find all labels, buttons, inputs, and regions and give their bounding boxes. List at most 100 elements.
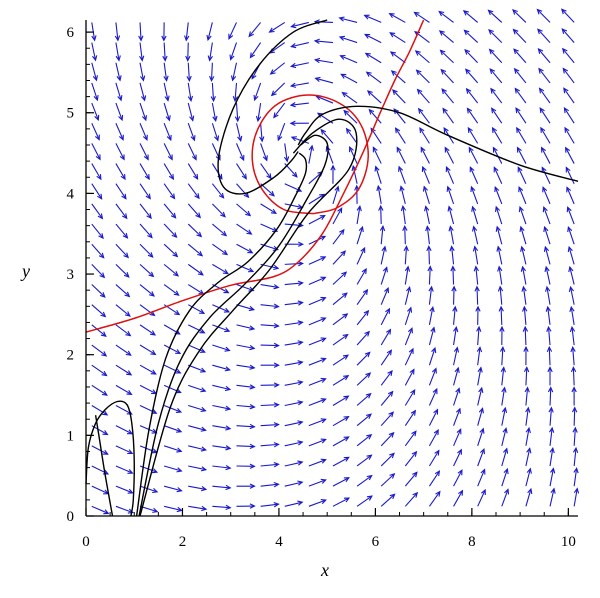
vector-arrow [260,362,280,368]
vector-arrow [212,425,232,431]
vector-arrow [332,207,343,225]
vector-arrow [339,54,358,64]
vector-arrow [570,366,577,386]
vector-arrow [211,163,223,180]
vector-arrow [232,82,239,103]
vector-arrow [513,48,527,64]
vector-arrow [447,205,455,225]
vector-arrow [284,360,304,366]
vector-arrow [139,123,148,141]
vector-arrow [236,223,253,235]
vector-arrow [163,102,171,122]
vector-arrow [308,398,327,407]
vector-arrow [537,28,551,43]
vector-arrow [522,325,529,346]
vector-arrow [438,10,454,23]
vector-arrow [308,276,327,286]
vector-arrow [471,205,479,225]
vector-arrow [260,442,280,448]
vector-arrow [186,62,192,82]
vector-arrow [477,407,484,426]
vector-arrow [236,203,252,217]
axes: 0 2 4 6 8 10 0 1 2 3 4 5 6 [67,20,578,550]
vector-arrow [259,123,265,143]
vector-arrow [428,387,438,406]
vector-arrow [236,243,254,254]
vector-arrow [523,345,529,366]
vector-arrow [400,204,407,225]
vector-arrow [332,333,349,346]
vector-arrow [91,465,110,475]
vector-arrow [91,445,109,455]
vector-arrow [404,430,417,447]
vector-arrow [442,107,455,124]
vector-arrow [332,354,350,366]
vector-arrow [91,223,104,240]
trajectory-curve [139,118,358,517]
vector-arrow [420,146,430,164]
vector-arrow [91,143,101,161]
vector-arrow [139,344,157,356]
vector-arrow [463,29,479,43]
x-tick-label: 8 [468,534,476,550]
vector-arrow [428,470,441,487]
vector-arrow [91,163,102,181]
vector-arrow [163,243,179,258]
vector-arrow [421,165,430,184]
vector-arrow [540,126,551,144]
vector-arrow [260,382,280,388]
vector-arrow [91,82,99,102]
vector-arrow [372,146,382,164]
vector-arrow [380,452,395,467]
vector-arrow [211,183,225,199]
vector-arrow [519,225,527,245]
vector-arrow [470,185,479,205]
vector-arrow [260,482,280,488]
vector-arrow [230,62,238,82]
x-tick-label: 0 [82,534,90,550]
vector-arrow [260,283,280,290]
vector-arrow [356,267,367,285]
vector-arrow [396,146,406,164]
vector-arrow [413,11,430,23]
vector-arrow [547,366,553,386]
vector-arrow [234,103,241,123]
vector-arrow [115,82,123,102]
trajectory-curve [217,19,328,195]
vector-arrow [187,82,194,102]
vector-arrow [525,467,532,487]
vector-arrow [380,472,396,487]
vector-arrow [236,404,256,410]
vector-arrow [236,324,256,331]
vector-arrow [404,327,413,346]
vector-arrow [356,351,371,366]
vector-arrow [188,324,206,334]
vector-arrow [566,186,575,205]
vector-arrow [320,128,334,144]
vector-arrow [139,485,159,494]
vector-arrow [477,488,486,507]
vector-arrow [501,447,509,467]
vector-arrow [539,107,551,124]
vector-arrow [187,102,195,122]
vector-arrow [187,183,200,200]
vector-arrow [115,344,132,356]
vector-arrow [490,87,503,104]
vector-arrow [188,404,207,413]
vector-arrow [477,447,485,467]
vector-arrow [403,245,409,265]
vector-arrow [115,505,134,514]
vector-arrow [284,340,304,346]
vector-arrow [206,22,213,42]
vector-arrow [207,42,213,62]
vector-arrow [428,326,436,346]
vector-arrow [91,485,110,495]
vector-arrow [356,454,373,467]
vector-arrow [356,246,366,265]
vector-arrow [404,285,412,305]
vector-arrow [475,305,481,325]
vector-arrow [163,183,176,200]
vector-arrow [404,389,416,406]
vector-arrow [162,42,168,62]
vector-arrow [545,285,551,305]
